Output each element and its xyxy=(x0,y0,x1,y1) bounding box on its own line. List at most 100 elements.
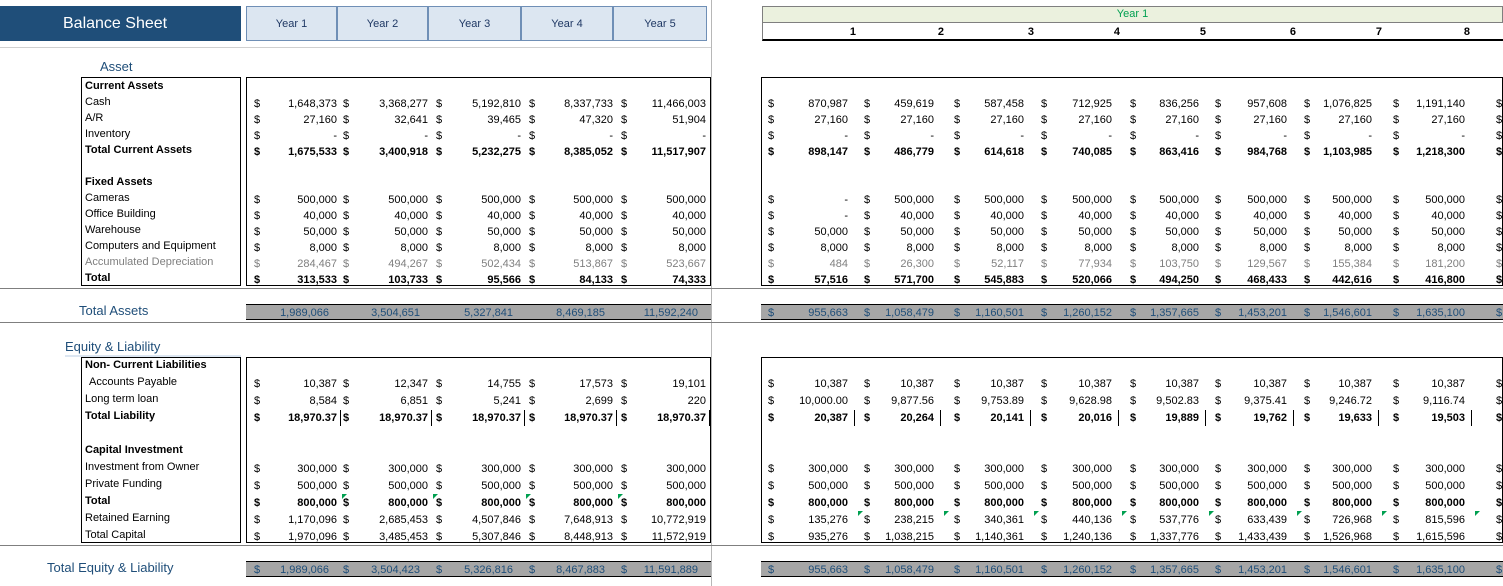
total-assets-year-value: 5,327,841 xyxy=(464,307,513,319)
row-cash-year-value: 5,192,810 xyxy=(472,98,521,110)
row-computers-month-value: 8,000 xyxy=(1084,242,1112,254)
currency-symbol: $ xyxy=(529,98,536,110)
row-cameras-month-value: 500,000 xyxy=(984,194,1024,206)
row-office-month-value: 40,000 xyxy=(1165,210,1199,222)
row-fixed_total-month-value: 545,883 xyxy=(984,274,1024,286)
currency-symbol: $ xyxy=(1041,146,1048,158)
currency-symbol: $ xyxy=(1393,146,1400,158)
total-assets-band xyxy=(246,304,711,320)
row-private_funding-year-value: 500,000 xyxy=(481,480,521,492)
row-long_term_loan-month-value: 9,375.41 xyxy=(1244,395,1287,407)
row-cash-year-value: 11,466,003 xyxy=(651,98,706,110)
total-assets-year-value: 3,504,651 xyxy=(371,307,420,319)
currency-symbol: $ xyxy=(1130,307,1137,319)
row-total_liability-month-value: 19,889 xyxy=(1165,412,1199,424)
capital-investment-heading: Capital Investment xyxy=(85,444,183,456)
currency-symbol: $ xyxy=(621,497,628,509)
row-retained-year-value: 10,772,919 xyxy=(650,514,706,526)
total-equity-year-value: 3,504,423 xyxy=(371,564,420,576)
row-cash-month-value: 836,256 xyxy=(1159,98,1199,110)
total-assets-month-value: 1,160,501 xyxy=(975,307,1024,319)
row-office-year-value: 40,000 xyxy=(394,210,428,222)
row-total_capital-month-value: 1,038,215 xyxy=(885,531,934,543)
currency-symbol: $ xyxy=(254,463,261,475)
currency-symbol: $ xyxy=(1496,226,1503,238)
currency-symbol: $ xyxy=(254,531,261,543)
currency-symbol: $ xyxy=(954,194,961,206)
row-label-capital_total: Total xyxy=(85,495,111,507)
currency-symbol: $ xyxy=(1393,210,1400,222)
row-depreciation-month-value: 181,200 xyxy=(1425,258,1465,270)
total-assets-label: Total Assets xyxy=(79,303,149,318)
row-investment_owner-month-value: 300,000 xyxy=(984,463,1024,475)
row-cameras-month-value: 500,000 xyxy=(1072,194,1112,206)
row-fixed_total-year-value: 95,566 xyxy=(487,274,521,286)
currency-symbol: $ xyxy=(1304,258,1311,270)
row-investment_owner-month-value: 300,000 xyxy=(894,463,934,475)
currency-symbol: $ xyxy=(254,378,261,390)
currency-symbol: $ xyxy=(436,194,443,206)
currency-symbol: $ xyxy=(1496,274,1503,286)
row-cameras-month-value: 500,000 xyxy=(1332,194,1372,206)
currency-symbol: $ xyxy=(1304,463,1311,475)
row-accounts_payable-month-value: 10,387 xyxy=(1253,378,1287,390)
row-long_term_loan-month-value: 9,246.72 xyxy=(1329,395,1372,407)
currency-symbol: $ xyxy=(343,114,350,126)
row-fixed_total-month-value: 571,700 xyxy=(894,274,934,286)
currency-symbol: $ xyxy=(529,226,536,238)
row-fixed_total-month-value: 520,066 xyxy=(1072,274,1112,286)
row-office-month-value: 40,000 xyxy=(1253,210,1287,222)
row-capital_total-month-value: 800,000 xyxy=(894,497,934,509)
separator xyxy=(0,545,1503,546)
row-total_liability-month-value: 20,141 xyxy=(990,412,1024,424)
separator xyxy=(0,47,711,48)
currency-symbol: $ xyxy=(343,98,350,110)
month-number-cell: 5 xyxy=(1199,26,1206,38)
row-office-month-value: 40,000 xyxy=(1431,210,1465,222)
currency-symbol: $ xyxy=(1393,463,1400,475)
cell-border xyxy=(1205,410,1206,426)
currency-symbol: $ xyxy=(954,258,961,270)
currency-symbol: $ xyxy=(954,130,961,142)
row-cash-year-value: 8,337,733 xyxy=(564,98,613,110)
cell-border xyxy=(940,410,941,426)
currency-symbol: $ xyxy=(1393,194,1400,206)
row-capital_total-month-value: 800,000 xyxy=(1425,497,1465,509)
currency-symbol: $ xyxy=(529,210,536,222)
row-total_capital-month-value: 935,276 xyxy=(808,531,848,543)
row-inventory-year-value: - xyxy=(609,130,613,142)
row-fixed_total-month-value: 416,800 xyxy=(1425,274,1465,286)
total-assets-month-value: 1,635,100 xyxy=(1416,307,1465,319)
currency-symbol: $ xyxy=(864,226,871,238)
row-investment_owner-month-value: 300,000 xyxy=(1332,463,1372,475)
row-cameras-year-value: 500,000 xyxy=(481,194,521,206)
currency-symbol: $ xyxy=(1041,531,1048,543)
row-depreciation-year-value: 513,867 xyxy=(573,258,613,270)
currency-symbol: $ xyxy=(1304,531,1311,543)
currency-symbol: $ xyxy=(864,531,871,543)
currency-symbol: $ xyxy=(254,98,261,110)
row-computers-month-value: 8,000 xyxy=(1171,242,1199,254)
row-computers-month-value: 8,000 xyxy=(1344,242,1372,254)
row-investment_owner-month-value: 300,000 xyxy=(1159,463,1199,475)
currency-symbol: $ xyxy=(954,395,961,407)
row-total_current-month-value: 863,416 xyxy=(1159,146,1199,158)
row-inventory-month-value: - xyxy=(1283,130,1287,142)
currency-symbol: $ xyxy=(954,210,961,222)
row-capital_total-year-value: 800,000 xyxy=(573,497,613,509)
row-inventory-month-value: - xyxy=(1461,130,1465,142)
cell-border xyxy=(340,410,341,426)
currency-symbol: $ xyxy=(954,463,961,475)
row-depreciation-month-value: 129,567 xyxy=(1247,258,1287,270)
currency-symbol: $ xyxy=(768,258,775,270)
row-label-depreciation: Accumulated Depreciation xyxy=(85,256,214,268)
currency-symbol: $ xyxy=(1496,497,1503,509)
currency-symbol: $ xyxy=(1304,412,1311,424)
currency-symbol: $ xyxy=(1215,497,1222,509)
row-investment_owner-month-value: 300,000 xyxy=(808,463,848,475)
currency-symbol: $ xyxy=(1041,226,1048,238)
currency-symbol: $ xyxy=(1130,98,1137,110)
currency-symbol: $ xyxy=(343,480,350,492)
row-total_current-month-value: 898,147 xyxy=(808,146,848,158)
row-total_current-month-value: 740,085 xyxy=(1072,146,1112,158)
